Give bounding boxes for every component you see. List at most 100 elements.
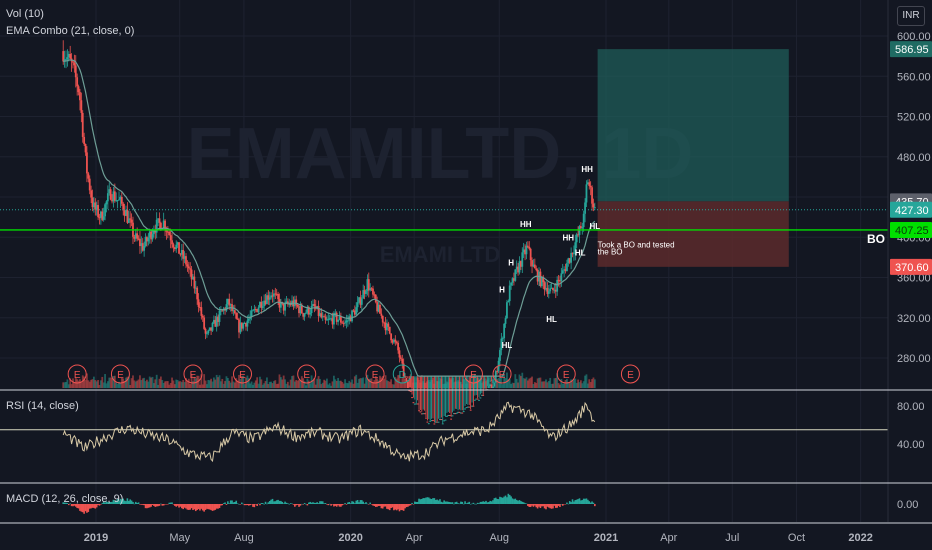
event-label: E (499, 370, 506, 381)
candle-body (532, 264, 535, 267)
candle-body (397, 342, 399, 351)
volume-bar (252, 384, 254, 388)
candle-body (169, 235, 172, 241)
volume-bar (197, 375, 200, 388)
macd-hist-bar (591, 501, 593, 504)
volume-bar (391, 384, 394, 388)
candle-body (542, 276, 545, 283)
candle-body (189, 268, 192, 270)
candle-body (399, 357, 402, 359)
volume-bar (588, 379, 591, 388)
macd-hist-bar (257, 503, 260, 505)
macd-hist-bar (121, 499, 123, 504)
event-marker-e[interactable]: E (183, 364, 203, 384)
candle-body (166, 231, 169, 233)
macd-hist-bar (585, 498, 588, 504)
volume-bar (132, 375, 134, 388)
macd-hist-bar (266, 503, 268, 505)
event-marker-e[interactable]: E (297, 364, 317, 384)
candle-body (94, 202, 97, 210)
candle-body (306, 306, 309, 313)
macd-hist-bar (461, 501, 464, 504)
macd-hist-bar (365, 502, 367, 504)
candle-body (95, 205, 98, 210)
event-marker-e[interactable]: E (365, 364, 385, 384)
volume-bar (550, 383, 553, 388)
volume-bar (348, 380, 351, 388)
volume-bar (296, 380, 299, 388)
event-marker-e[interactable]: E (463, 364, 483, 384)
macd-hist-bar (221, 504, 224, 506)
macd-hist-bar (334, 504, 337, 506)
legend-volume[interactable]: Vol (10) (6, 8, 44, 20)
candle-body (499, 350, 501, 361)
macd-hist-bar (295, 504, 298, 506)
event-marker-e[interactable]: E (492, 364, 512, 384)
candle-body (568, 258, 571, 263)
candle-body (250, 310, 253, 317)
volume-bar (394, 377, 397, 388)
macd-hist-bar (376, 504, 378, 507)
event-marker-d[interactable]: D (392, 364, 412, 384)
candle-body (229, 304, 232, 306)
candle-body (282, 303, 285, 311)
legend-macd[interactable]: MACD (12, 26, close, 9) (6, 493, 124, 505)
price-tag-label: 427.30 (895, 205, 929, 217)
event-marker-e[interactable]: E (110, 364, 130, 384)
legend-rsi[interactable]: RSI (14, close) (6, 400, 79, 412)
macd-hist-bar (278, 500, 281, 504)
volume-bar (77, 380, 80, 388)
volume-bar (573, 378, 575, 388)
event-marker-e[interactable]: E (620, 364, 640, 384)
candle-body (577, 234, 579, 236)
volume-bar (143, 377, 146, 388)
event-marker-e[interactable]: E (556, 364, 576, 384)
candle-body (93, 202, 95, 208)
volume-bar (185, 378, 187, 388)
volume-bar (66, 379, 69, 388)
candle-body (331, 318, 334, 325)
candle-body (88, 178, 91, 191)
macd-hist-bar (578, 498, 581, 504)
macd-hist-bar (444, 501, 447, 504)
price-tick-label: 320.00 (897, 313, 931, 325)
candle-body (367, 279, 370, 291)
candle-body (507, 301, 510, 303)
volume-bar (532, 383, 535, 388)
macd-hist-bar (227, 501, 229, 504)
event-marker-e[interactable]: E (233, 364, 253, 384)
event-label: E (239, 370, 246, 381)
macd-hist-bar (427, 497, 430, 504)
candle-body (522, 249, 525, 253)
volume-bar (93, 376, 95, 388)
macd-hist-bar (487, 502, 490, 504)
candle-body (99, 211, 102, 218)
annotation-note: the BO (598, 247, 623, 256)
volume-bar (351, 379, 353, 388)
candle-body (106, 193, 109, 202)
candle-body (473, 399, 476, 401)
macd-hist-bar (468, 501, 471, 504)
volume-bar (571, 381, 574, 388)
candle-body (328, 318, 331, 320)
currency-button[interactable]: INR (897, 6, 925, 26)
candle-body (406, 381, 409, 388)
macd-hist-bar (267, 502, 270, 504)
macd-hist-bar (513, 499, 515, 504)
macd-hist-bar (314, 502, 317, 504)
macd-hist-bar (447, 501, 450, 504)
volume-bar (552, 383, 554, 388)
volume-bar (65, 381, 67, 388)
macd-hist-bar (252, 504, 254, 507)
annotation-hh: HH (520, 220, 532, 229)
candle-body (432, 420, 434, 422)
legend-ema[interactable]: EMA Combo (21, close, 0) (6, 25, 135, 37)
macd-hist-bar (95, 504, 98, 508)
volume-bar (175, 379, 178, 388)
volume-bar (83, 376, 86, 388)
macd-hist-bar (323, 503, 325, 504)
event-marker-e[interactable]: E (67, 364, 87, 384)
macd-hist-bar (546, 504, 549, 507)
price-tag-breakout: 407.25 (890, 221, 932, 238)
